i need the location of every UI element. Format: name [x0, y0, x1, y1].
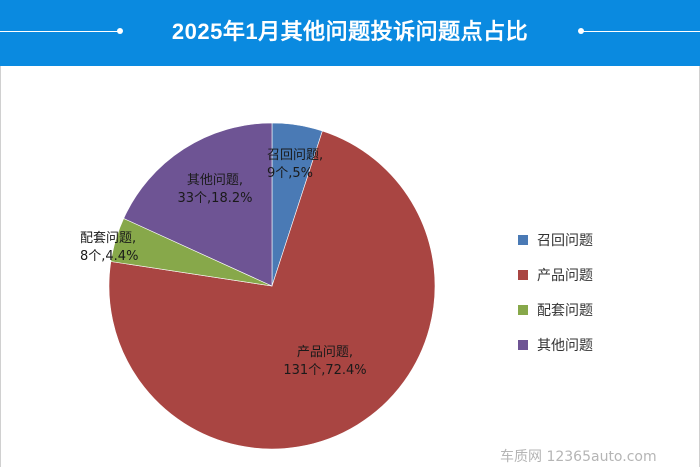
- legend-label: 召回问题: [537, 232, 593, 249]
- legend-label: 产品问题: [537, 267, 593, 284]
- data-label-name: 其他问题,: [186, 173, 244, 188]
- legend-label: 配套问题: [537, 302, 593, 319]
- legend-swatch: [518, 304, 528, 315]
- data-label-value: 131个,72.4%: [283, 363, 367, 378]
- pie-slices: [108, 122, 436, 450]
- legend-item: 召回问题: [518, 222, 593, 257]
- data-label: 配套问题, 8个,4.4%: [80, 230, 138, 266]
- legend-swatch: [518, 234, 528, 245]
- data-label: 产品问题, 131个,72.4%: [270, 344, 380, 380]
- legend-item: 产品问题: [518, 257, 593, 292]
- header-rule-right: [582, 31, 700, 32]
- data-label-name: 产品问题,: [296, 345, 354, 360]
- data-label: 召回问题, 9个,5%: [267, 147, 323, 183]
- data-label-value: 8个,4.4%: [80, 249, 139, 264]
- legend-item: 配套问题: [518, 292, 593, 327]
- chart-header: 2025年1月其他问题投诉问题点占比: [0, 0, 700, 66]
- header-dot-left: [117, 28, 123, 34]
- data-label-name: 配套问题,: [80, 231, 137, 246]
- legend-label: 其他问题: [537, 337, 593, 354]
- pie-slice: [123, 122, 273, 287]
- data-label-value: 33个,18.2%: [177, 191, 253, 206]
- data-label-name: 召回问题,: [267, 148, 324, 163]
- legend-item: 其他问题: [518, 327, 593, 362]
- legend: 召回问题 产品问题 配套问题 其他问题: [518, 222, 593, 362]
- chart-title: 2025年1月其他问题投诉问题点占比: [171, 19, 529, 44]
- header-dot-right: [578, 28, 584, 34]
- data-label-value: 9个,5%: [267, 166, 314, 181]
- legend-swatch: [518, 269, 528, 280]
- data-label: 其他问题, 33个,18.2%: [160, 172, 270, 208]
- pie-slice: [108, 130, 436, 450]
- header-rule-left: [0, 31, 118, 32]
- legend-swatch: [518, 339, 528, 350]
- watermark-logo: 车质网 12365auto.com: [500, 449, 657, 465]
